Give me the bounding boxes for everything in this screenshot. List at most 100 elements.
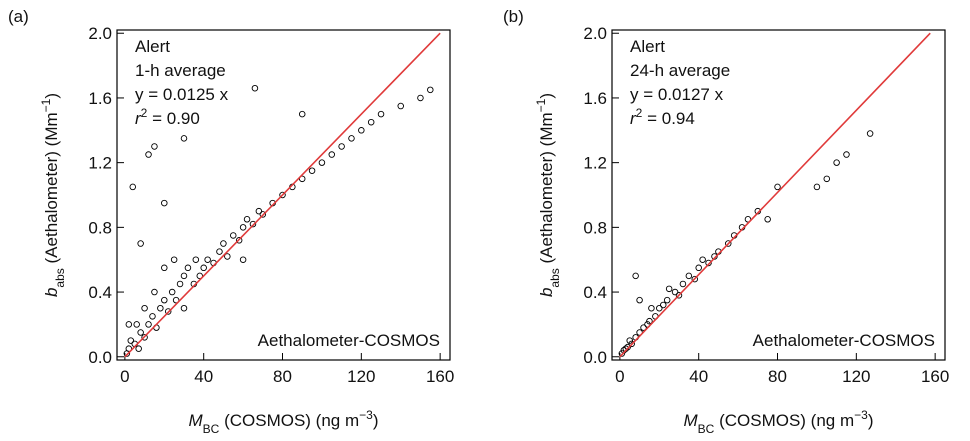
y-tick-label: 1.2 (583, 154, 607, 173)
text-part: −1 (39, 98, 53, 112)
text-part: b (537, 288, 556, 297)
x-axis-label: MBC (COSMOS) (ng m−3) (189, 408, 379, 436)
point (699, 256, 706, 263)
text-part: 2 (141, 106, 148, 120)
point (318, 159, 326, 166)
point (243, 216, 251, 223)
point (377, 110, 385, 118)
point (125, 321, 133, 328)
point (145, 321, 152, 328)
point (632, 272, 639, 280)
point (239, 256, 247, 263)
y-tick-label: 2.0 (583, 24, 607, 43)
x-tick-label: 0 (120, 367, 129, 386)
point (691, 275, 699, 283)
point (298, 175, 306, 183)
annotation: 1-h average (135, 61, 226, 80)
point (813, 183, 821, 191)
point (328, 151, 336, 158)
point (216, 248, 223, 255)
point (164, 308, 172, 315)
point (145, 151, 152, 158)
point (180, 304, 188, 312)
point (338, 143, 345, 150)
point (161, 199, 168, 207)
x-tick-label: 160 (921, 367, 949, 386)
point (367, 118, 375, 126)
y-tick-label: 1.6 (88, 89, 112, 108)
point (866, 130, 874, 137)
point (656, 304, 663, 312)
point (230, 232, 237, 239)
text-part: M (684, 411, 699, 430)
point (137, 240, 144, 247)
point (397, 102, 404, 110)
point (151, 143, 158, 150)
source-label: Aethalometer-COSMOS (258, 331, 440, 350)
x-tick-label: 120 (842, 367, 870, 386)
point (204, 256, 211, 263)
point (168, 288, 176, 296)
text-part: = 0.94 (642, 109, 694, 128)
text-part: y = 0.0127 x (630, 85, 724, 104)
text-part: 2 (636, 106, 643, 120)
fit-line (619, 32, 931, 358)
text-part: b (42, 288, 61, 297)
text-part: (Aethalometer) (Mm (42, 112, 61, 268)
panel-label: (b) (503, 7, 524, 26)
panel-label: (a) (8, 7, 29, 26)
point (348, 135, 355, 142)
point (636, 296, 643, 304)
x-axis-label: MBC (COSMOS) (ng m−3) (684, 408, 874, 436)
x-tick-label: 80 (273, 367, 292, 386)
text-part: Alert (630, 37, 665, 56)
point (648, 304, 655, 312)
y-tick-label: 1.2 (88, 154, 112, 173)
source-label: Aethalometer-COSMOS (753, 331, 935, 350)
point (220, 240, 227, 247)
point (624, 343, 632, 351)
text-part: abs (53, 268, 67, 287)
annotation: r2 = 0.90 (135, 106, 200, 128)
y-axis-label: babs (Aethalometer) (Mm−1) (534, 93, 562, 297)
point (259, 211, 267, 218)
annotation: Alert (135, 37, 170, 56)
y-tick-label: 1.6 (583, 89, 607, 108)
text-part: (Aethalometer) (Mm (537, 112, 556, 268)
point (843, 151, 850, 158)
point (279, 191, 286, 199)
point (358, 127, 365, 134)
y-tick-label: 0.8 (583, 218, 607, 237)
point (180, 272, 188, 280)
text-part: −1 (534, 98, 548, 112)
point (135, 345, 142, 352)
text-part: ) (42, 93, 61, 99)
point (239, 224, 247, 231)
annotation: y = 0.0125 x (135, 85, 229, 104)
point (628, 340, 635, 348)
point (675, 292, 683, 299)
text-part: r (630, 109, 637, 128)
point (137, 329, 144, 336)
point (200, 264, 207, 272)
point (224, 253, 231, 260)
point (671, 288, 679, 296)
point (308, 167, 316, 174)
annotation: Alert (630, 37, 665, 56)
plot-frame (611, 29, 946, 361)
point (663, 296, 671, 304)
point (618, 350, 626, 357)
plot-frame (116, 29, 451, 361)
point (298, 110, 306, 118)
fit-line (124, 32, 441, 358)
point (141, 334, 148, 341)
y-tick-label: 0.4 (88, 283, 112, 302)
point (133, 321, 140, 328)
point (129, 183, 137, 191)
panel: (a) 0 40 80 120 160 0.0 0.4 0.8 1.2 1.6 2.0 Alert 1-h… (8, 7, 454, 436)
panel: (b) 0 40 80 120 160 0.0 0.4 0.8 1.2 1.6 2.0 Alert 24-… (503, 7, 949, 436)
point (764, 216, 771, 223)
point (141, 304, 148, 312)
text-part: 24-h average (630, 61, 730, 80)
